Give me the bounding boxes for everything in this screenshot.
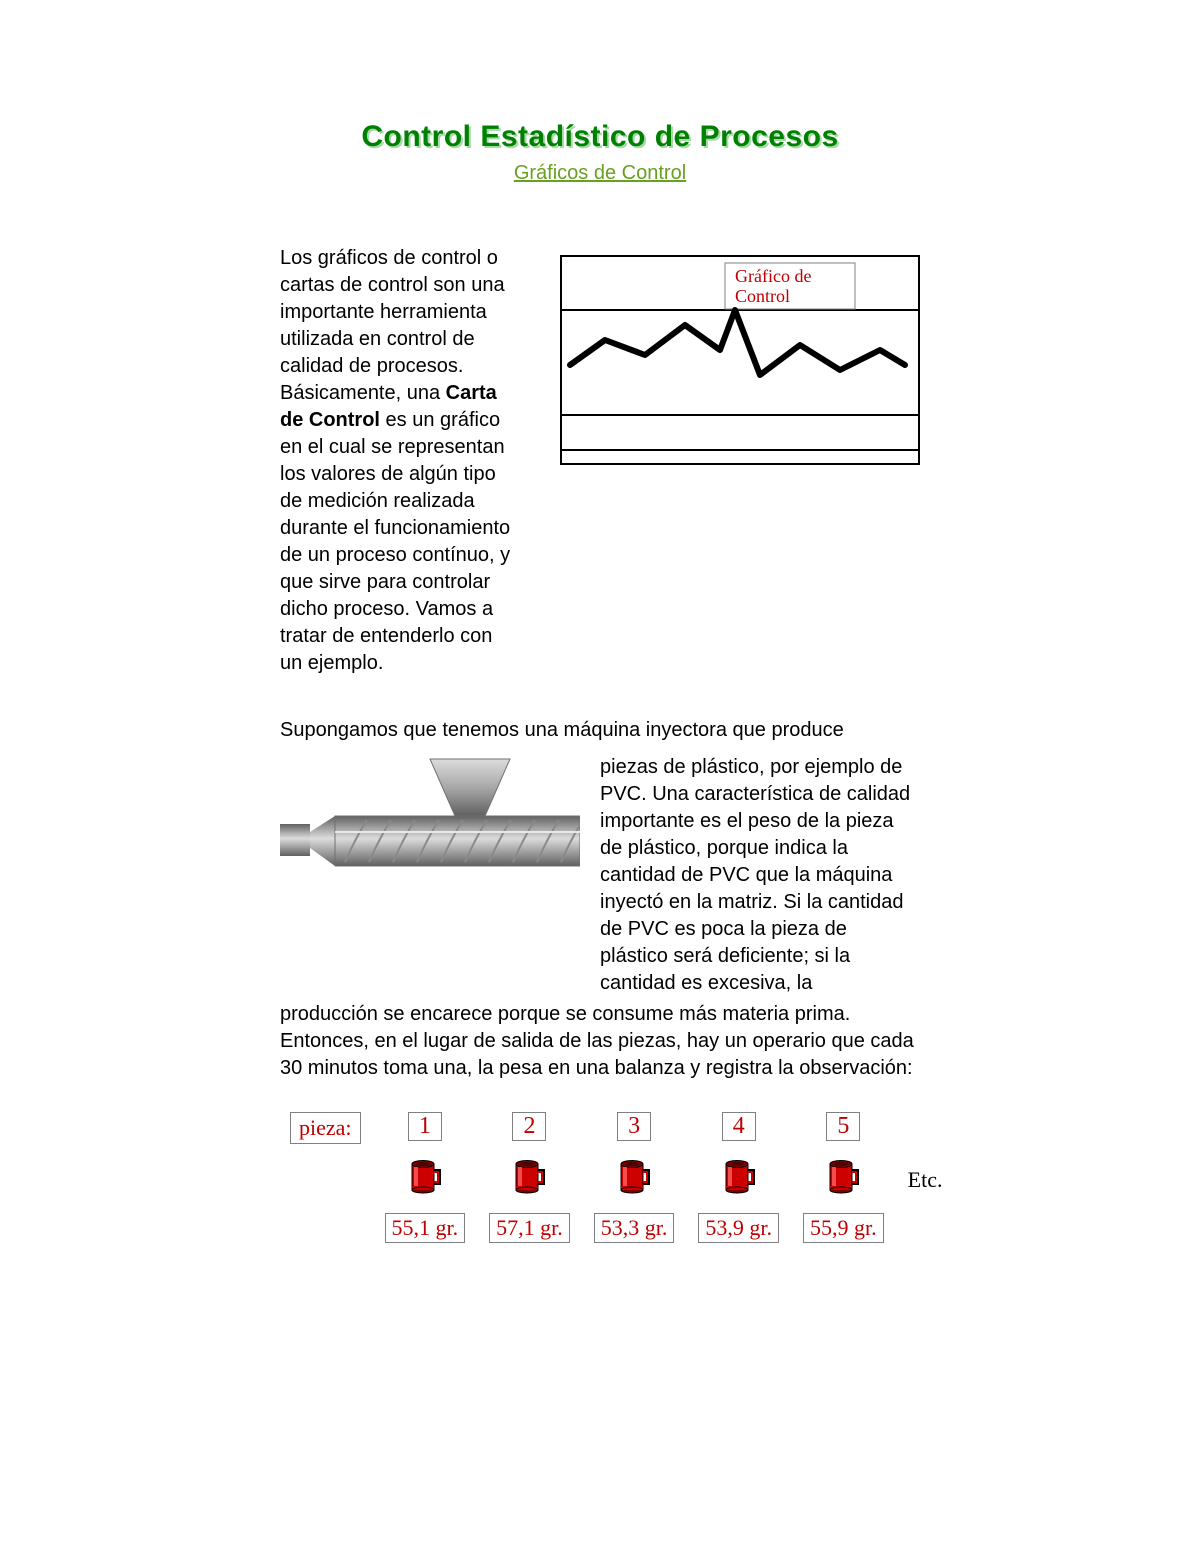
control-chart: Gráfico deControl [560,255,920,470]
page-title: Control Estadístico de Procesos [280,120,920,154]
svg-text:Control: Control [735,286,790,306]
para2-lead: Supongamos que tenemos una máquina inyec… [280,717,920,744]
piece-col: 3 53,3 gr. [594,1112,675,1243]
mug-icon [615,1153,653,1199]
mug-icon [510,1153,548,1199]
piece-col: 2 57,1 gr. [489,1112,570,1243]
piece-col: 1 55,1 gr. [385,1112,466,1243]
piece-col: 4 53,9 gr. [698,1112,779,1243]
mug-icon [720,1153,758,1199]
piece-weight: 53,3 gr. [594,1213,675,1243]
control-chart-svg: Gráfico deControl [560,255,920,465]
etc-label: Etc. [908,1167,943,1193]
injector-machine-diagram [280,754,580,899]
piece-number: 1 [408,1112,442,1141]
piece-number: 2 [512,1112,546,1141]
page-subtitle: Gráficos de Control [280,162,920,185]
pieces-row: pieza: 1 55,1 gr. 2 57,1 gr. 3 53,3 gr. 4 53,9 … [280,1112,920,1243]
svg-text:Gráfico de: Gráfico de [735,266,811,286]
para2-tail: producción se encarece porque se consume… [280,1001,920,1082]
piece-weight: 57,1 gr. [489,1213,570,1243]
intro-paragraph: Los gráficos de control o cartas de cont… [280,245,520,677]
intro-before: Los gráficos de control o cartas de cont… [280,247,505,404]
pieza-label: pieza: [290,1112,361,1144]
page: Control Estadístico de Procesos Gráficos… [150,0,1050,1343]
intro-row: Los gráficos de control o cartas de cont… [280,245,920,677]
piece-weight: 53,9 gr. [698,1213,779,1243]
intro-after: es un gráfico en el cual se representan … [280,409,510,674]
injector-svg [280,754,580,894]
piece-number: 4 [722,1112,756,1141]
mug-icon [824,1153,862,1199]
mug-icon [406,1153,444,1199]
piece-weight: 55,1 gr. [385,1213,466,1243]
piece-number: 3 [617,1112,651,1141]
piece-number: 5 [826,1112,860,1141]
para2-body: piezas de plástico, por ejemplo de PVC. … [600,754,920,997]
machine-row: piezas de plástico, por ejemplo de PVC. … [280,754,920,997]
piece-weight: 55,9 gr. [803,1213,884,1243]
piece-col: 5 55,9 gr. [803,1112,884,1243]
